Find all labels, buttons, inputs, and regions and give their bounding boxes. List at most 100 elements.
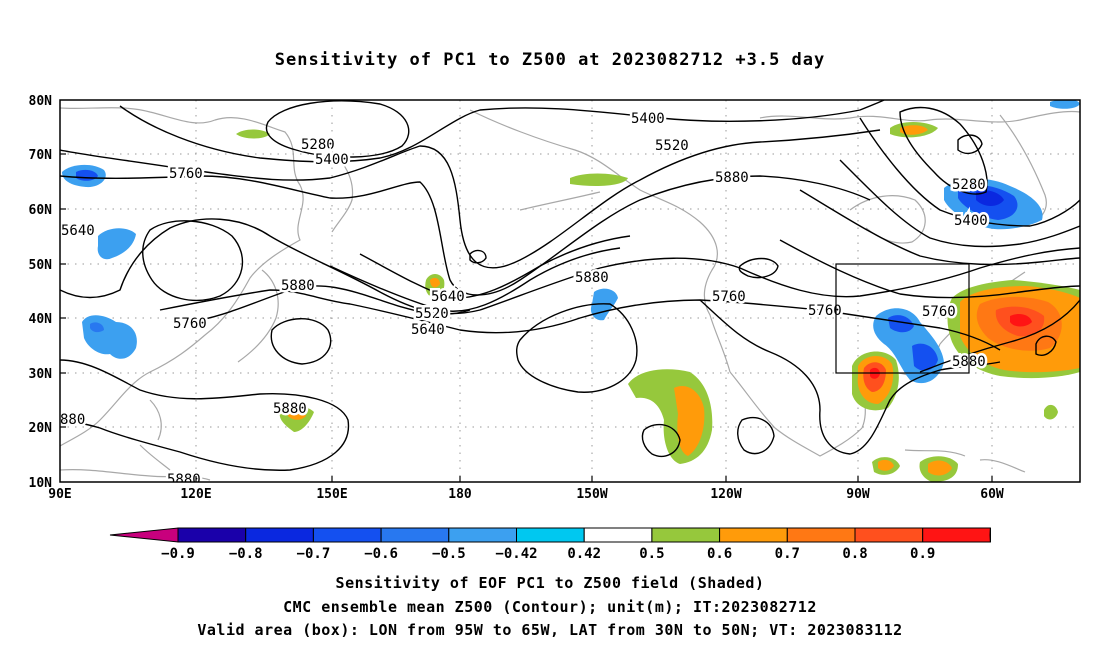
lon-label: 150W: [576, 487, 607, 502]
contour-5880-asia-high: [142, 220, 244, 301]
coastline-alaska: [469, 109, 731, 373]
colorbar-cell: [312, 527, 382, 543]
lon-label: 150E: [316, 487, 347, 502]
contour-5880-central-pacific-high: [515, 303, 638, 393]
contour-5880-atlantic-high: [919, 299, 1080, 373]
lon-label: 120E: [180, 487, 211, 502]
coastline-asia: [60, 107, 304, 447]
coastline-japan: [237, 269, 279, 363]
colorbar-cell: [719, 527, 788, 543]
contour-5760-main: [60, 218, 1080, 315]
lat-label: 10N: [29, 476, 53, 491]
latitude-labels: 80N 70N 60N 50N 40N 30N 20N 10N: [29, 94, 53, 491]
contour-5400-labrador: [859, 117, 1080, 227]
map-plot-area: [60, 100, 1080, 482]
contour-5760-east: [779, 239, 1080, 299]
colorbar-cells: [109, 527, 991, 543]
colorbar-label: 0.42: [567, 546, 601, 562]
negative-patch-arctic-east: [1050, 100, 1080, 109]
positive-patch-arctic-asia: [236, 129, 270, 139]
lat-label: 40N: [29, 312, 53, 327]
colorbar-cell: [786, 527, 856, 543]
lon-label: 180: [448, 487, 472, 502]
contour-5880-small-dateline: [469, 249, 487, 264]
coastline-arctic-canada: [759, 110, 1080, 123]
contour-5760-lower-trough: [199, 285, 471, 321]
negative-patch-great-lakes-core: [888, 315, 914, 333]
contour-5280-pacific-low: [265, 100, 410, 158]
caption-valid-area: Valid area (box): LON from 95W to 65W, L…: [197, 621, 903, 639]
axis-ticks: [60, 153, 993, 482]
positive-patch-pacific-green: [570, 173, 628, 186]
caption-contour-description: CMC ensemble mean Z500 (Contour); unit(m…: [283, 598, 817, 616]
contour-atlantic-low-inner: [1035, 335, 1057, 356]
contour-5520-labrador: [839, 159, 1080, 248]
contour-label: 5880: [575, 270, 609, 286]
colorbar-left-arrow: [109, 527, 179, 543]
lat-label: 70N: [29, 148, 53, 163]
coastline-aleutians: [519, 191, 601, 211]
positive-patch-dateline-core: [430, 277, 440, 288]
contour-5880-japan-high: [270, 318, 332, 365]
colorbar-cell: [380, 527, 450, 543]
contour-5880-west-pacific: [60, 359, 350, 471]
contour-5640-labrador: [799, 189, 1080, 266]
contour-5640-lower-trough: [329, 247, 621, 312]
colorbar-cell: [922, 527, 991, 543]
positive-patch-atlantic-core: [1010, 314, 1032, 327]
contour-5880-small-mexico: [737, 417, 775, 455]
colorbar-label: −0.6: [364, 546, 398, 562]
contour-5520-lower-trough: [359, 235, 631, 299]
contour-label: 5640: [61, 223, 95, 239]
z500-contours: [60, 100, 1080, 471]
contour-label: 5760: [808, 303, 842, 319]
colorbar-label: 0.6: [707, 546, 732, 562]
colorbar-cell: [177, 527, 247, 543]
map-title: Sensitivity of PC1 to Z500 at 2023082712…: [274, 50, 826, 70]
contour-label: 5640: [411, 322, 445, 338]
colorbar-label: −0.9: [161, 546, 195, 562]
colorbar-labels: −0.9 −0.8 −0.7 −0.6 −0.5 −0.42 0.42 0.5 0.6 0.7 0.…: [161, 546, 935, 562]
lat-label: 60N: [29, 203, 53, 218]
positive-patch-west-guam-core: [288, 409, 306, 420]
colorbar-cell: [516, 527, 585, 543]
lat-label: 50N: [29, 258, 53, 273]
coastline-caribbean: [904, 449, 1026, 473]
coastline-mexico: [729, 371, 863, 457]
contour-5520-north: [60, 129, 881, 269]
contour-label: 5400: [315, 152, 349, 168]
contour-5400-north: [119, 100, 885, 163]
contour-label: 5280: [301, 137, 335, 153]
contour-label: 5400: [631, 111, 665, 127]
colorbar-label: −0.8: [229, 546, 263, 562]
colorbar-label: −0.5: [432, 546, 466, 562]
negative-patch-labrador-core: [976, 190, 1004, 206]
contour-label: 5760: [922, 304, 956, 320]
colorbar-label: −0.7: [297, 546, 331, 562]
contour-label: 5280: [952, 177, 986, 193]
colorbar-label: 0.9: [910, 546, 935, 562]
colorbar-cell: [583, 527, 653, 543]
negative-patch-china-core: [90, 322, 104, 333]
colorbar-label: −0.42: [495, 546, 537, 562]
lat-label: 20N: [29, 421, 53, 436]
contour-label: 5400: [954, 213, 988, 229]
contour-label: 5880: [273, 401, 307, 417]
coastline-hudson: [849, 195, 926, 244]
colorbar-cell: [651, 527, 721, 543]
contour-label: 5760: [173, 316, 207, 332]
contour-label: 5760: [712, 289, 746, 305]
contour-label: 5520: [655, 138, 689, 154]
lat-label: 80N: [29, 94, 53, 109]
contour-label: 5760: [169, 166, 203, 182]
contour-5880-small-pacific: [641, 423, 681, 458]
contour-label: 5880: [715, 170, 749, 186]
map-frame: [59, 99, 1081, 483]
colorbar-label: 0.5: [639, 546, 664, 562]
contour-5640-north: [60, 175, 871, 296]
colorbar-cell: [245, 527, 314, 543]
valid-area-box: [835, 263, 970, 374]
negative-patch-appalachia-core: [912, 343, 938, 371]
contour-label: 5880: [281, 278, 315, 294]
colorbar: −0.9 −0.8 −0.7 −0.6 −0.5 −0.42 0.42 0.5 0.6 0.7 0.…: [109, 527, 991, 562]
